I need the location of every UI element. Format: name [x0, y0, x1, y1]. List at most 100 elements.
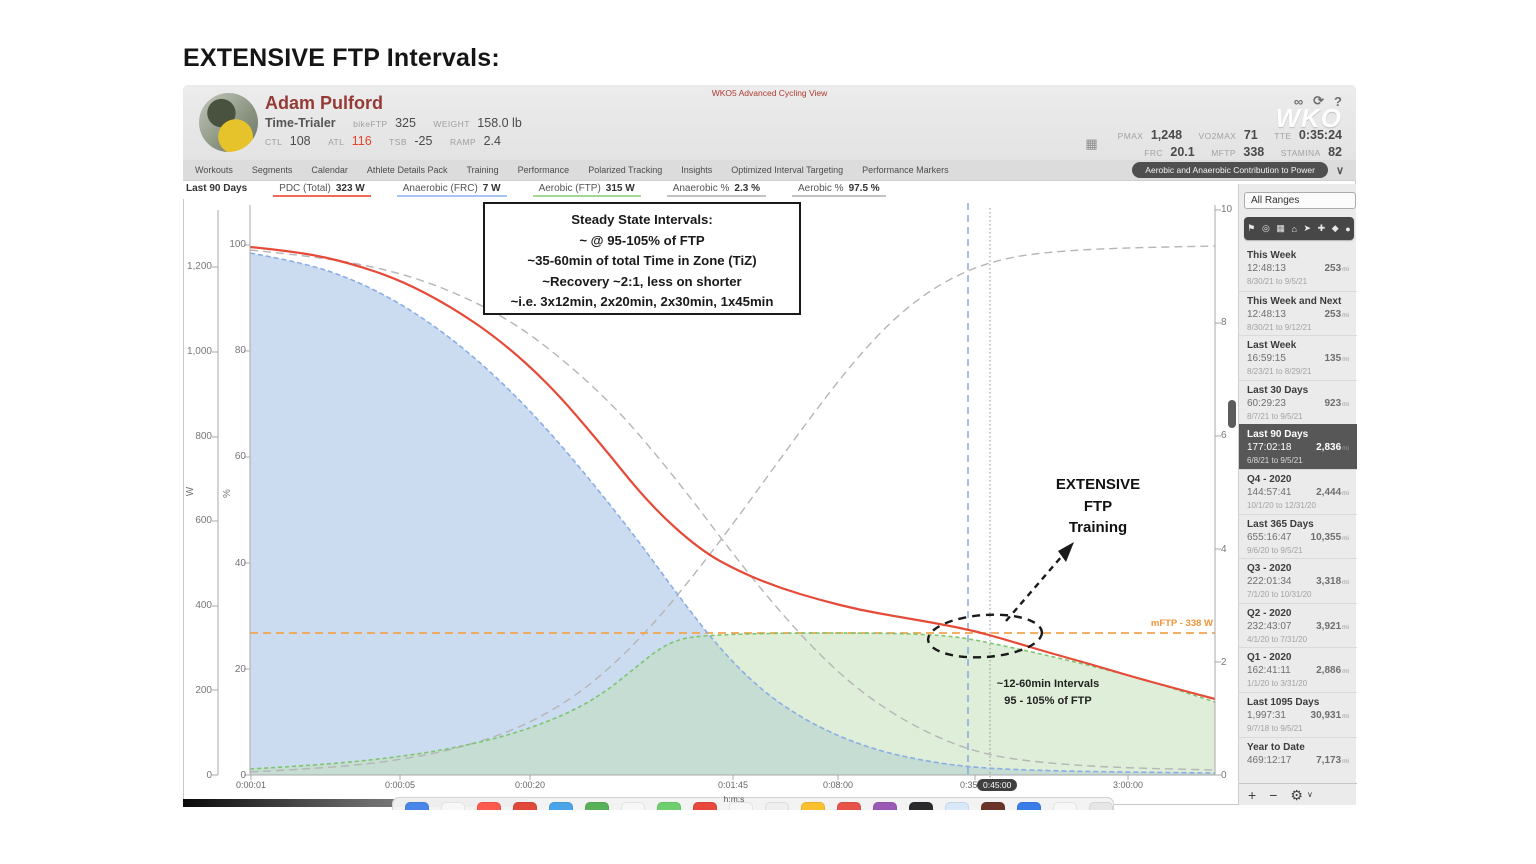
sport-filter-icon[interactable]: ✚ [1317, 223, 1326, 233]
header-icon[interactable]: ∞ [1293, 93, 1304, 109]
legend-ftp[interactable]: Aerobic (FTP) 315 W [532, 181, 641, 197]
dock-app-icon[interactable] [585, 802, 609, 810]
range-list-item[interactable]: Q3 - 2020 222:01:34 3,318mi 7/1/20 to 10… [1239, 558, 1357, 603]
range-title: Q4 - 2020 [1247, 473, 1292, 485]
legend-anaerobic-pct[interactable]: Anaerobic % 2.3 % [666, 181, 766, 197]
header-icon[interactable]: ? [1334, 93, 1342, 109]
dock-app-icon[interactable] [513, 802, 537, 810]
right-axis-ticks: 10 8 6 4 2 0 [1221, 204, 1247, 781]
dock-app-icon[interactable] [1017, 802, 1041, 810]
range-list-item[interactable]: Last 30 Days 60:29:23 923mi 8/7/21 to 9/… [1239, 379, 1357, 425]
chart-pack-selector[interactable]: Aerobic and Anaerobic Contribution to Po… [1132, 162, 1328, 178]
vo2max-label: VO2MAX [1198, 131, 1237, 141]
pct-axis-tick: 40 [234, 557, 246, 569]
range-list-item[interactable]: Last 1095 Days 1,997:31 30,931mi 9/7/18 … [1239, 691, 1357, 737]
frc-value: 20.1 [1170, 145, 1195, 159]
right-axis-tick: 10 [1221, 204, 1233, 215]
range-list-item[interactable]: Q1 - 2020 162:41:11 2,886mi 1/1/20 to 3/… [1239, 647, 1357, 692]
sidebar-footer-icon[interactable]: − [1269, 786, 1278, 803]
page-title: EXTENSIVE FTP Intervals: [183, 44, 500, 72]
range-list-item[interactable]: Q4 - 2020 144:57:41 2,444mi 10/1/20 to 1… [1239, 468, 1357, 514]
dock-app-icon[interactable] [1053, 802, 1077, 810]
sidebar-footer-icon[interactable]: ⚙ [1290, 786, 1303, 803]
interval-note-line: ~12-60min Intervals [996, 678, 1100, 690]
dock-app-icon[interactable] [837, 802, 861, 810]
dock-app-icon[interactable] [621, 802, 645, 810]
note-line: ~Recovery ~2:1, less on shorter [542, 273, 742, 289]
nav-tab[interactable]: Polarized Tracking [588, 165, 663, 175]
w-axis-tick: 0 [206, 769, 212, 781]
right-axis-tick: 4 [1221, 543, 1227, 555]
range-list-item[interactable]: This Week and Next 12:48:13 253mi 8/30/2… [1239, 290, 1357, 336]
range-duration: 232:43:07 [1247, 620, 1292, 632]
w-axis-tick: 1,000 [186, 345, 212, 357]
chevron-down-icon[interactable]: ∨ [1335, 164, 1344, 177]
nav-tab[interactable]: Performance [517, 165, 570, 175]
range-list-item[interactable]: Q2 - 2020 232:43:07 3,921mi 4/1/20 to 7/… [1239, 602, 1357, 648]
range-title: This Week [1247, 250, 1297, 261]
range-list-item[interactable]: Last Week 16:59:15 135mi 8/23/21 to 8/29… [1239, 335, 1357, 380]
dock-app-icon[interactable] [801, 802, 825, 810]
legend-pdc[interactable]: PDC (Total) 323 W [273, 181, 371, 197]
range-filter-select[interactable]: All Ranges [1244, 192, 1356, 209]
x-axis-tick: 3:00:00 [1112, 780, 1144, 790]
dock-app-icon[interactable] [909, 802, 933, 810]
range-duration: 162:41:11 [1247, 665, 1291, 677]
cursor-time-badge[interactable]: 0:45:00 [977, 779, 1018, 791]
x-axis-tick: 0:01:45 [717, 780, 749, 790]
legend-frc[interactable]: Anaerobic (FRC) 7 W [396, 181, 507, 197]
range-title: Q3 - 2020 [1247, 563, 1292, 575]
nav-tab[interactable]: Performance Markers [862, 165, 949, 175]
header-icon[interactable]: ⟳ [1313, 93, 1325, 108]
dock-app-icon[interactable] [729, 802, 753, 810]
nav-tab[interactable]: Workouts [195, 165, 233, 175]
range-duration: 144:57:41 [1247, 486, 1292, 498]
sport-filter-icon[interactable]: ▦ [1276, 223, 1285, 233]
dock-app-icon[interactable] [693, 802, 717, 810]
sport-filter-icon[interactable]: ➤ [1303, 223, 1312, 233]
right-axis-tick: 2 [1221, 656, 1227, 668]
sport-filter-icon[interactable]: ● [1345, 223, 1351, 234]
nav-tab[interactable]: Training [466, 165, 499, 175]
dock-app-icon[interactable] [441, 802, 465, 810]
nav-tab[interactable]: Optimized Interval Targeting [731, 165, 844, 175]
dock-app-icon[interactable] [873, 802, 897, 810]
range-list-item[interactable]: Year to Date 469:12:17 7,173mi [1239, 736, 1357, 782]
dock-app-icon[interactable] [477, 802, 501, 810]
dock-app-icon[interactable] [657, 802, 681, 810]
sidebar-footer-icon[interactable]: ∨ [1306, 789, 1313, 799]
range-list-item[interactable]: Last 90 Days 177:02:18 2,836mi 6/8/21 to… [1239, 424, 1357, 469]
nav-tab[interactable]: Insights [681, 165, 713, 175]
nav-tab[interactable]: Athlete Details Pack [366, 165, 448, 175]
callout-line: FTP [1083, 497, 1113, 515]
range-list-item[interactable]: Last 365 Days 655:16:47 10,355mi 9/6/20 … [1239, 513, 1357, 559]
dock-app-icon[interactable] [981, 802, 1005, 810]
range-distance: 2,836mi [1316, 442, 1349, 454]
range-dates: 9/7/18 to 9/5/21 [1247, 723, 1303, 733]
dock-app-icon[interactable] [765, 802, 789, 810]
range-list-item[interactable]: This Week 12:48:13 253mi 8/30/21 to 9/5/… [1239, 246, 1357, 291]
dock-app-icon[interactable] [945, 802, 969, 810]
range-title: Q1 - 2020 [1247, 652, 1292, 664]
scrollbar-thumb[interactable] [1228, 400, 1236, 428]
dock-app-icon[interactable] [1089, 802, 1113, 810]
range-dates: 8/30/21 to 9/5/21 [1247, 277, 1308, 286]
range-title: This Week and Next [1247, 295, 1342, 307]
dock-app-icon[interactable] [405, 802, 429, 810]
athlete-avatar[interactable] [199, 93, 258, 152]
range-title: Last 30 Days [1247, 384, 1309, 396]
sport-filter-icon[interactable]: ◆ [1331, 223, 1339, 233]
range-dates: 6/8/21 to 9/5/21 [1247, 456, 1303, 466]
sport-filter-icon[interactable]: ⚑ [1247, 223, 1256, 233]
w-axis-tick: 800 [195, 430, 212, 442]
sidebar-footer-icon[interactable]: + [1248, 786, 1257, 803]
range-dates: 8/30/21 to 9/12/21 [1247, 322, 1312, 332]
nav-tab[interactable]: Calendar [311, 165, 348, 175]
interval-note-line: 95 - 105% of FTP [1004, 695, 1092, 707]
nav-tab[interactable]: Segments [251, 165, 293, 175]
sport-filter-icon[interactable]: ◎ [1261, 223, 1270, 233]
legend-aerobic-pct[interactable]: Aerobic % 97.5 % [791, 181, 886, 197]
sport-filter-icon[interactable]: ⌂ [1291, 223, 1297, 234]
dock-app-icon[interactable] [549, 802, 573, 810]
app-header: Adam Pulford Time-Trialer bikeFTP 325 WE… [183, 85, 1356, 161]
